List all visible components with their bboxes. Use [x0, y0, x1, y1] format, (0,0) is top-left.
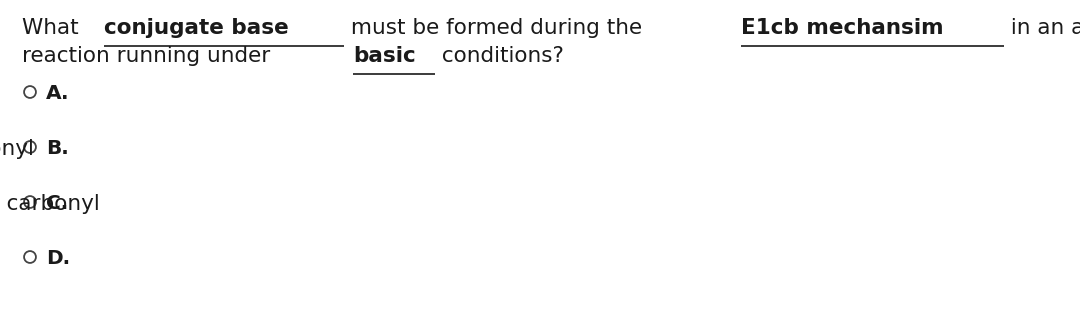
Text: B.: B.	[46, 139, 69, 158]
Text: D.: D.	[46, 249, 70, 268]
Text: reaction running under: reaction running under	[22, 46, 278, 66]
Text: β-hydroxy carbonyl: β-hydroxy carbonyl	[0, 139, 35, 159]
Text: C.: C.	[46, 194, 68, 213]
Text: conjugate base: conjugate base	[105, 18, 289, 38]
Text: A.: A.	[46, 84, 69, 103]
Text: What: What	[22, 18, 85, 38]
Text: E1cb mechansim: E1cb mechansim	[741, 18, 943, 38]
Text: in an aldol condensation: in an aldol condensation	[1003, 18, 1080, 38]
Text: α,β-unsaturated carbonyl: α,β-unsaturated carbonyl	[0, 194, 100, 214]
Text: conditions?: conditions?	[435, 46, 564, 66]
Text: must be formed during the: must be formed during the	[345, 18, 649, 38]
Text: basic: basic	[353, 46, 416, 66]
